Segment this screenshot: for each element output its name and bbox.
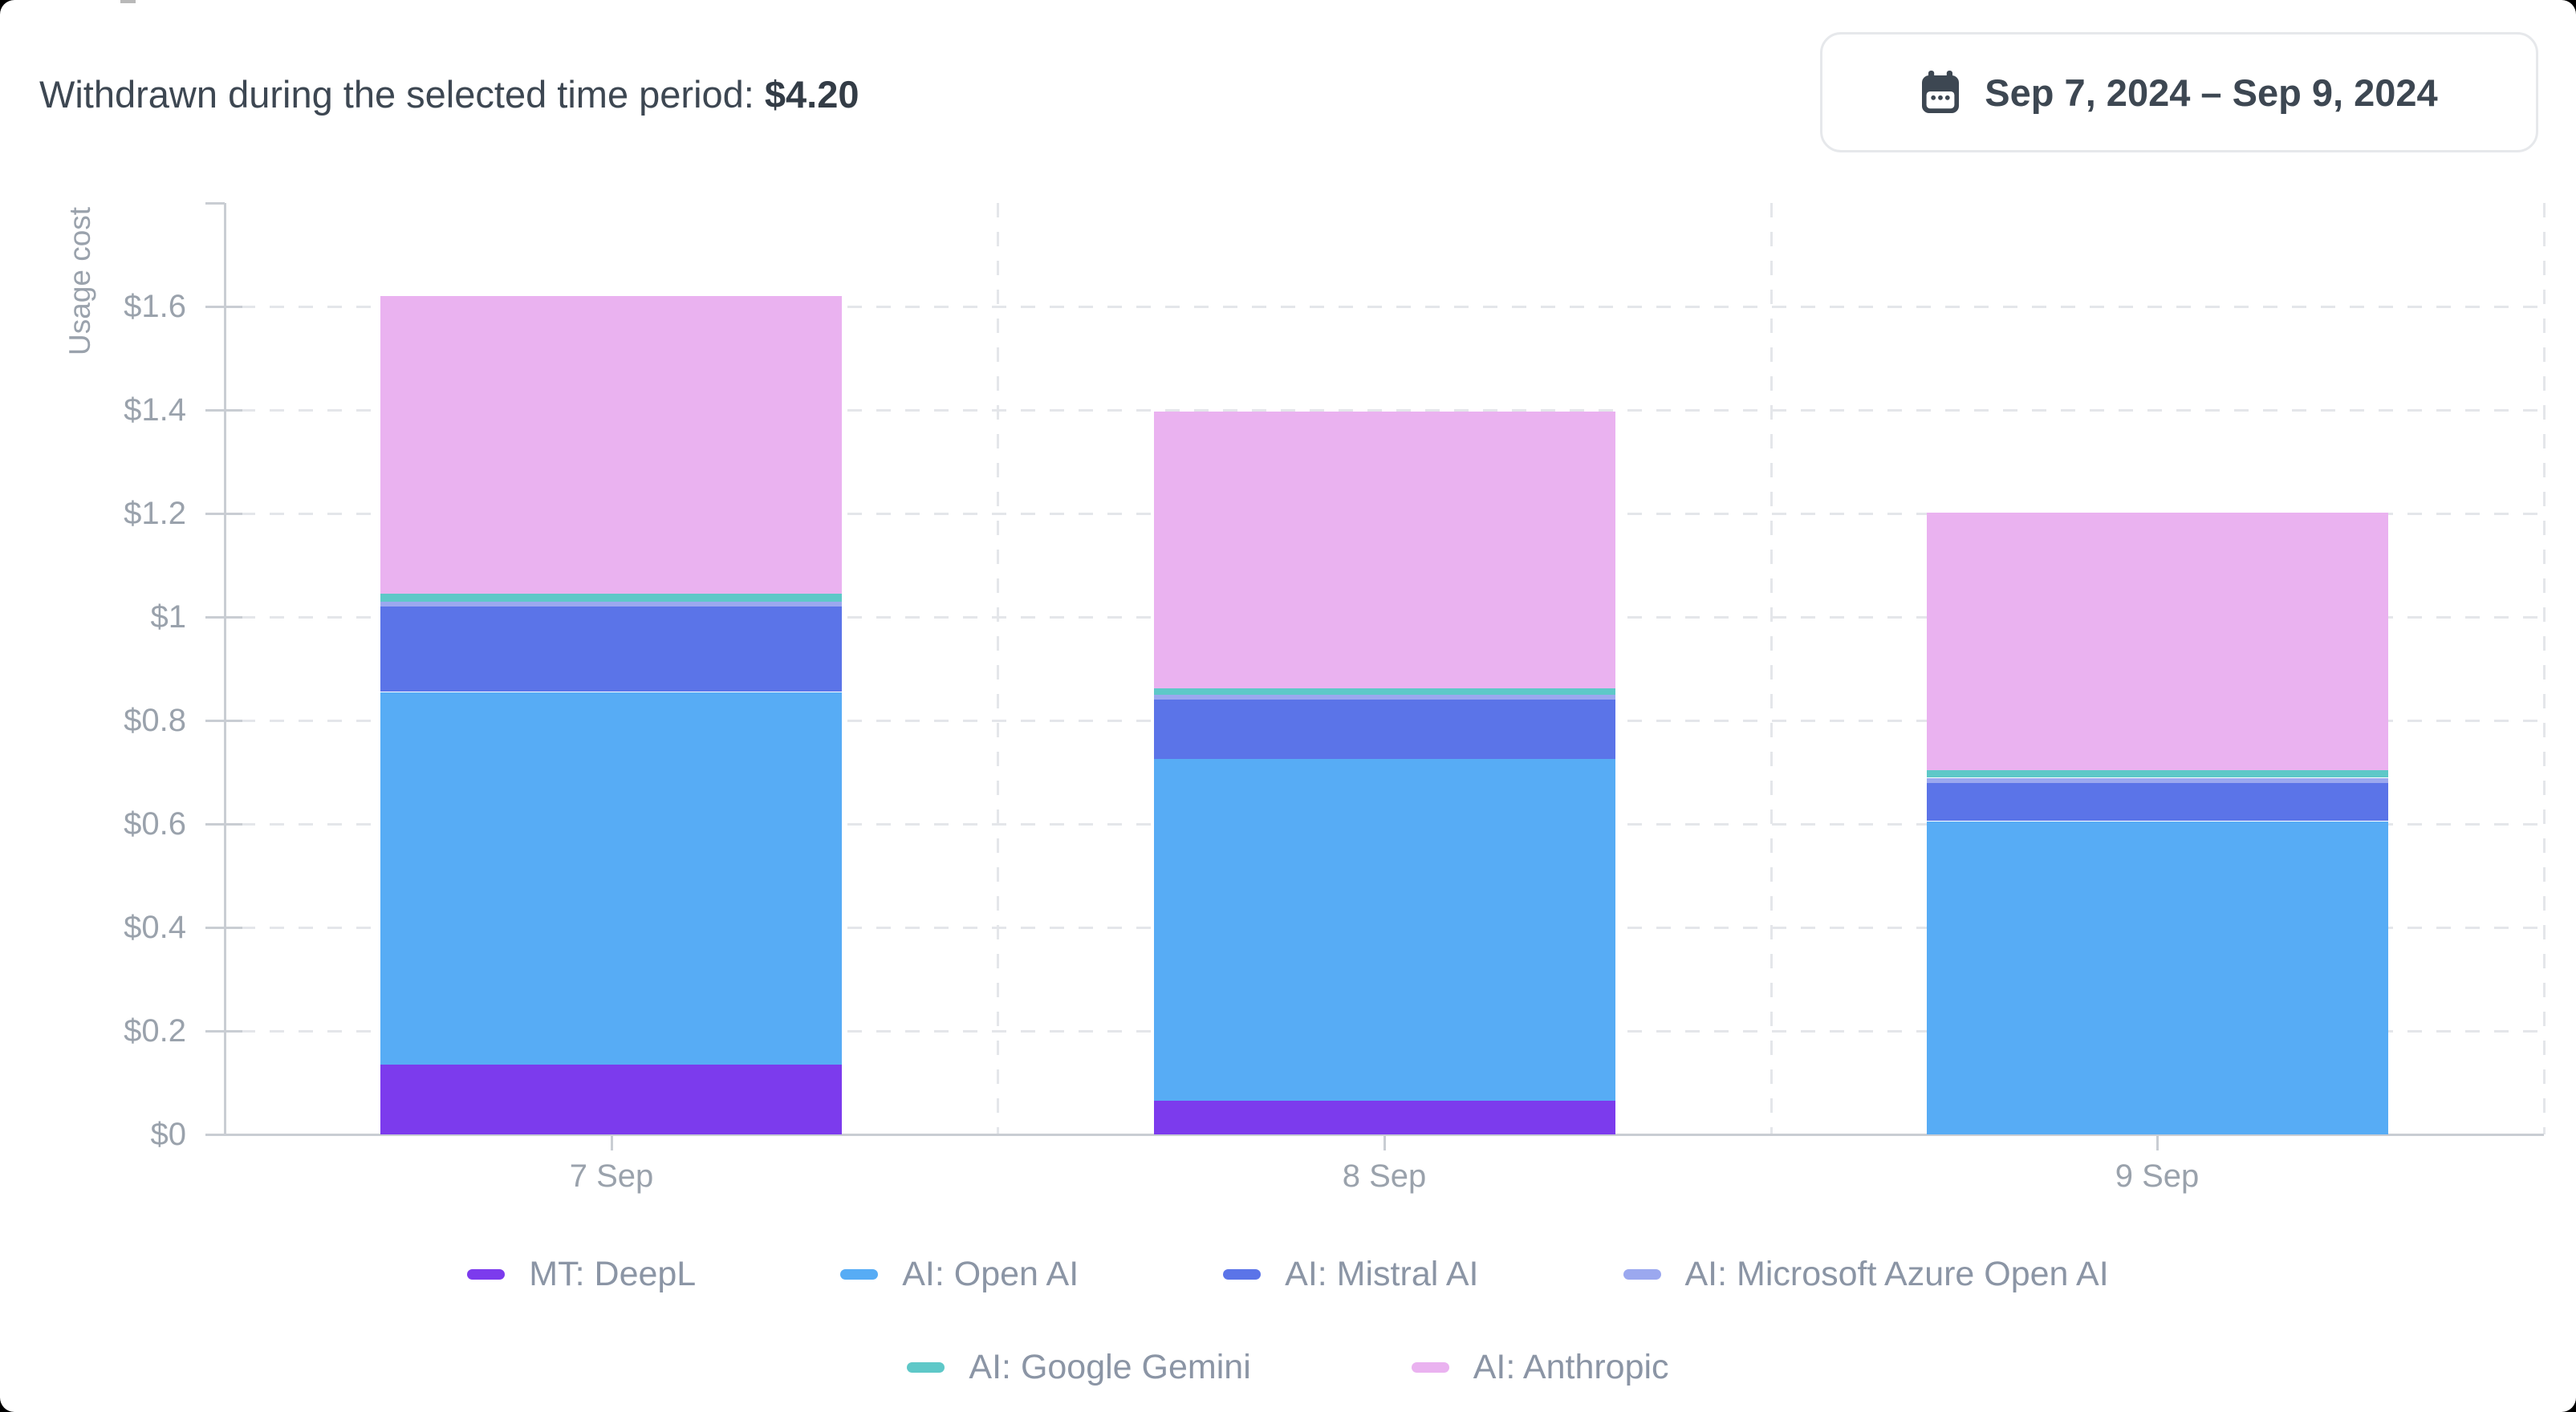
legend-swatch — [1623, 1268, 1661, 1280]
legend-row-2: AI: Google Gemini AI: Anthropic — [0, 1341, 2576, 1393]
y-axis-top-tick — [205, 202, 225, 205]
legend-label: AI: Open AI — [902, 1254, 1079, 1293]
h-gridline-$1.6 — [241, 306, 2544, 308]
withdrawn-summary: Withdrawn during the selected time perio… — [39, 71, 859, 119]
bar-segment-7-Sep-AI-Mistral-AI[interactable] — [380, 607, 842, 692]
bar-segment-7-Sep-AI-Microsoft-Azure-Open-AI[interactable] — [380, 602, 842, 607]
legend-item-AI-Mistral-AI[interactable]: AI: Mistral AI — [1223, 1254, 1479, 1294]
legend-swatch — [840, 1268, 879, 1280]
x-tick-label-9-Sep: 9 Sep — [2115, 1158, 2200, 1194]
legend-swatch — [467, 1268, 506, 1280]
bar-segment-9-Sep-AI-Google-Gemini[interactable] — [1927, 769, 2388, 777]
y-tick-label-$1: $1 — [150, 599, 187, 635]
bar-segment-8-Sep-AI-Open-AI[interactable] — [1154, 759, 1615, 1101]
x-tick-7-Sep — [611, 1134, 613, 1150]
legend-item-AI-Google-Gemini[interactable]: AI: Google Gemini — [907, 1347, 1251, 1387]
x-tick-label-7-Sep: 7 Sep — [569, 1158, 654, 1194]
bar-segment-8-Sep-AI-Mistral-AI[interactable] — [1154, 700, 1615, 759]
y-tick-label-$0.4: $0.4 — [124, 910, 186, 945]
top-edge-crop-fragment — [120, 0, 136, 3]
legend-swatch — [1223, 1268, 1262, 1280]
legend-item-MT-DeepL[interactable]: MT: DeepL — [467, 1255, 696, 1294]
v-gridline-1 — [997, 203, 999, 1134]
calendar-icon — [1922, 71, 1960, 113]
legend-item-AI-Anthropic[interactable]: AI: Anthropic — [1411, 1347, 1669, 1387]
bar-segment-9-Sep-AI-Anthropic[interactable] — [1927, 513, 2388, 770]
bar-segment-8-Sep-AI-Anthropic[interactable] — [1154, 412, 1615, 688]
bar-segment-9-Sep-AI-Microsoft-Azure-Open-AI[interactable] — [1927, 778, 2388, 783]
x-tick-9-Sep — [2156, 1134, 2159, 1150]
withdrawn-summary-label: Withdrawn during the selected time perio… — [39, 73, 754, 116]
bar-segment-7-Sep-AI-Open-AI[interactable] — [380, 692, 842, 1065]
date-range-button[interactable]: Sep 7, 2024 – Sep 9, 2024 — [1820, 32, 2538, 152]
legend-row-1: MT: DeepL AI: Open AI AI: Mistral AI AI: Mi… — [0, 1248, 2576, 1300]
legend-item-AI-Open-AI[interactable]: AI: Open AI — [840, 1255, 1079, 1294]
legend-swatch — [1411, 1361, 1449, 1373]
bar-segment-8-Sep-AI-Google-Gemini[interactable] — [1154, 688, 1615, 695]
bar-segment-9-Sep-AI-Open-AI[interactable] — [1927, 822, 2388, 1134]
y-tick-label-$0.8: $0.8 — [124, 703, 186, 738]
legend-item-AI-Microsoft-Azure-Open-AI[interactable]: AI: Microsoft Azure Open AI — [1623, 1255, 2109, 1294]
bar-segment-8-Sep-AI-Microsoft-Azure-Open-AI[interactable] — [1154, 695, 1615, 700]
y-tick-label-$1.6: $1.6 — [124, 289, 186, 324]
date-range-label: Sep 7, 2024 – Sep 9, 2024 — [1985, 71, 2438, 114]
legend-label: AI: Microsoft Azure Open AI — [1684, 1254, 2109, 1293]
y-tick-label-$1.4: $1.4 — [124, 392, 186, 428]
bar-segment-9-Sep-AI-Mistral-AI[interactable] — [1927, 782, 2388, 821]
withdrawn-summary-value: $4.20 — [764, 73, 859, 116]
legend-label: AI: Anthropic — [1473, 1347, 1669, 1386]
legend-label: AI: Google Gemini — [969, 1347, 1251, 1386]
bar-segment-7-Sep-MT-DeepL[interactable] — [380, 1065, 842, 1134]
legend-label: AI: Mistral AI — [1285, 1254, 1479, 1293]
y-tick-label-$0: $0 — [150, 1117, 187, 1152]
h-gridline-$1.4 — [241, 409, 2544, 412]
y-tick-label-$1.2: $1.2 — [124, 496, 186, 531]
y-tick-label-$0.6: $0.6 — [124, 806, 186, 842]
v-gridline-2 — [1770, 203, 1773, 1134]
bar-segment-7-Sep-AI-Google-Gemini[interactable] — [380, 594, 842, 602]
x-tick-label-8-Sep: 8 Sep — [1342, 1158, 1427, 1194]
bar-segment-7-Sep-AI-Anthropic[interactable] — [380, 296, 842, 594]
legend-swatch — [907, 1361, 945, 1373]
y-axis-line — [224, 203, 226, 1134]
bar-segment-8-Sep-MT-DeepL[interactable] — [1154, 1101, 1615, 1134]
y-tick-label-$0.2: $0.2 — [124, 1013, 186, 1049]
legend-label: MT: DeepL — [529, 1254, 697, 1293]
v-gridline-3 — [2543, 203, 2546, 1134]
x-tick-8-Sep — [1383, 1134, 1386, 1150]
